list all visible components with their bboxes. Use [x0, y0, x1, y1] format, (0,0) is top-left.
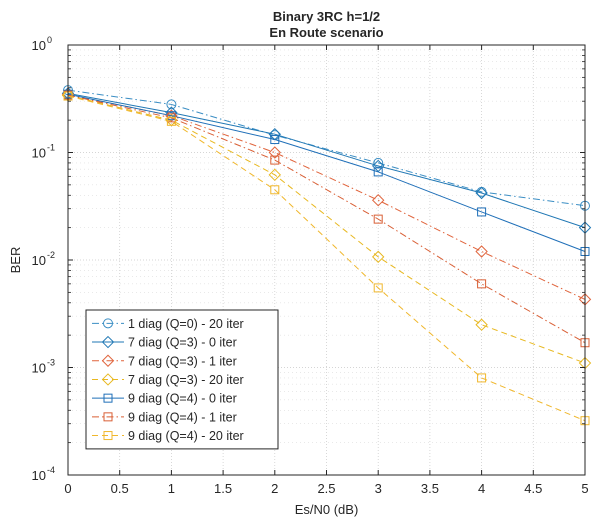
x-tick-label: 3	[375, 481, 382, 496]
data-point	[373, 283, 383, 293]
data-point	[477, 373, 487, 383]
legend-entry: 9 diag (Q=4) - 0 iter	[92, 392, 237, 406]
series-line	[67, 89, 586, 207]
y-tick-label-base: 10	[32, 38, 46, 53]
data-point	[475, 186, 488, 200]
legend-marker	[103, 393, 113, 403]
legend: 1 diag (Q=0) - 20 iter 7 diag (Q=3) - 0 i…	[85, 309, 279, 450]
x-tick-label: 3.5	[421, 481, 439, 496]
legend-marker	[103, 318, 113, 329]
legend-label: 9 diag (Q=4) - 1 iter	[128, 410, 237, 424]
y-tick-label: 10 -2	[32, 250, 55, 268]
y-tick-label-exponent: -4	[47, 465, 55, 475]
legend-entry: 9 diag (Q=4) - 20 iter	[92, 429, 244, 443]
y-tick-label: 10 -3	[32, 358, 55, 376]
x-tick-label: 1	[168, 481, 175, 496]
x-axis-label: Es/N0 (dB)	[295, 502, 359, 517]
series-3	[61, 88, 592, 306]
legend-marker	[101, 373, 115, 386]
data-point	[268, 146, 282, 159]
data-point	[270, 135, 280, 145]
x-tick-label: 2.5	[317, 481, 335, 496]
data-point	[268, 168, 282, 182]
y-tick-label: 10 -1	[32, 143, 55, 161]
legend-label: 1 diag (Q=0) - 20 iter	[128, 317, 244, 331]
legend-marker	[103, 431, 113, 441]
legend-entry: 7 diag (Q=3) - 1 iter	[92, 354, 237, 368]
y-tick-label-exponent: -2	[47, 250, 55, 260]
series-line	[67, 94, 586, 300]
legend-marker	[103, 412, 113, 422]
x-tick-label: 2	[271, 481, 278, 496]
series-line	[67, 92, 586, 229]
data-point	[475, 318, 488, 331]
x-tick-label: 1.5	[214, 481, 232, 496]
x-tick-label: 0	[64, 481, 71, 496]
data-point	[475, 245, 488, 258]
legend-label: 9 diag (Q=4) - 0 iter	[128, 392, 237, 406]
y-tick-label-exponent: -3	[47, 358, 55, 368]
x-tick-label: 5	[581, 481, 588, 496]
data-point	[166, 116, 176, 126]
data-point	[270, 185, 280, 195]
y-tick-label: 10 0	[32, 35, 52, 53]
legend-entry: 1 diag (Q=0) - 20 iter	[92, 317, 244, 331]
series-line	[67, 94, 586, 344]
x-tick-label: 4	[478, 481, 485, 496]
data-point	[371, 250, 385, 264]
data-point	[371, 193, 385, 207]
legend-marker	[101, 354, 115, 367]
series-line	[67, 93, 586, 252]
legend-entry: 7 diag (Q=3) - 20 iter	[92, 373, 244, 387]
chart-title-line-2: En Route scenario	[269, 25, 383, 40]
legend-label: 7 diag (Q=3) - 1 iter	[128, 354, 237, 368]
series-5	[63, 89, 590, 256]
y-axis-label: BER	[8, 247, 23, 274]
series-line	[67, 95, 586, 422]
legend-label: 9 diag (Q=4) - 20 iter	[128, 429, 244, 443]
data-point	[477, 279, 487, 289]
data-point	[477, 207, 487, 217]
legend-entry: 7 diag (Q=3) - 0 iter	[92, 336, 237, 350]
y-tick-label-base: 10	[32, 468, 46, 483]
y-tick-label-base: 10	[32, 253, 46, 268]
x-tick-label: 0.5	[111, 481, 129, 496]
y-tick-label: 10 -4	[32, 465, 55, 483]
x-tick-label: 4.5	[524, 481, 542, 496]
data-point	[373, 214, 383, 224]
legend-entry: 9 diag (Q=4) - 1 iter	[92, 410, 237, 424]
legend-marker	[101, 335, 115, 349]
y-tick-label-exponent: -1	[47, 143, 55, 153]
legend-label: 7 diag (Q=3) - 0 iter	[128, 336, 237, 350]
data-point	[166, 99, 177, 110]
y-tick-label-base: 10	[32, 146, 46, 161]
data-point	[373, 167, 383, 177]
legend-label: 7 diag (Q=3) - 20 iter	[128, 373, 244, 387]
data-point	[270, 155, 280, 165]
y-tick-label-exponent: 0	[47, 35, 52, 45]
chart-title-line-1: Binary 3RC h=1/2	[273, 9, 380, 24]
y-tick-label-base: 10	[32, 361, 46, 376]
